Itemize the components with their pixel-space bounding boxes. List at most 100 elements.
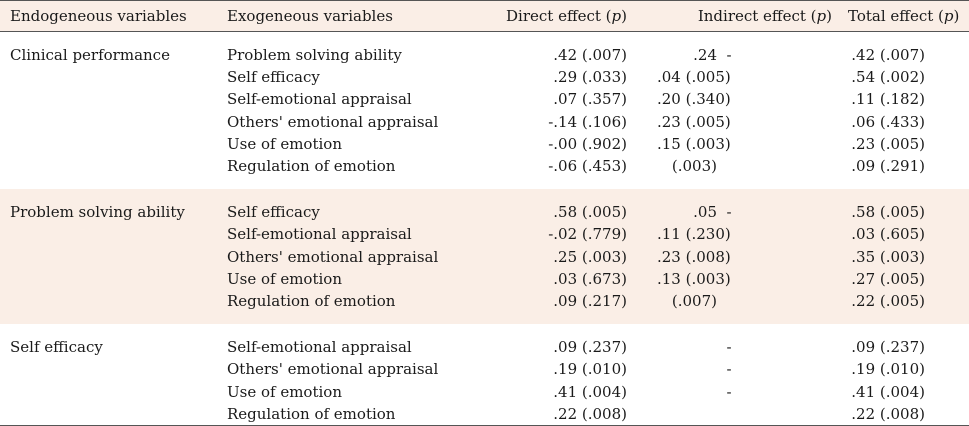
table-row: Self-emotional appraisal .07 (.357) .20 (.…: [0, 88, 969, 110]
indirect-value: .23 (.008): [657, 247, 731, 266]
endogenous-cell-empty: [0, 358, 227, 380]
header-total-effect: Total effect (p): [848, 0, 969, 32]
direct-effect-cell: .19 (.010): [553, 360, 627, 379]
indirect-value: .04 (.005): [657, 68, 731, 87]
indirect-effect-cell: .13 (.003): [657, 268, 848, 290]
total-effect-cell: .19 (.010): [851, 360, 925, 379]
total-effect-cell: .09 (.291): [851, 157, 925, 176]
exogenous-cell: Use of emotion: [227, 134, 342, 153]
indirect-value: (.007): [671, 292, 717, 311]
endogenous-cell: Self efficacy: [10, 338, 103, 357]
total-effect-cell: .22 (.008): [848, 402, 969, 426]
group-spacer: [0, 324, 969, 336]
endogenous-cell-empty: [0, 268, 227, 290]
header-row: Endogeneous variables Exogeneous variabl…: [0, 0, 969, 32]
group-spacer: [0, 312, 969, 325]
direct-effect-cell: .42 (.007): [553, 46, 627, 64]
indirect-value: (.003): [671, 157, 717, 176]
group-spacer: [0, 189, 969, 202]
table-row: Others' emotional appraisal .19 (.010) - .1…: [0, 358, 969, 380]
table-row: Regulation of emotion .09 (.217) (.007) .22…: [0, 290, 969, 313]
indirect-value: .15 (.003): [657, 134, 731, 153]
indirect-dash: -: [726, 46, 732, 64]
group-2: Problem solving ability Self efficacy .58 …: [0, 189, 969, 325]
total-effect-cell: .41 (.004): [851, 382, 925, 401]
exogenous-cell: Problem solving ability: [227, 46, 402, 64]
header-direct-effect: Direct effect (p): [477, 0, 657, 32]
indirect-effect-cell: .04 (.005): [657, 66, 848, 88]
indirect-effect-cell: .15 (.003): [657, 133, 848, 155]
indirect-value: .23 (.005): [657, 112, 731, 131]
exogenous-cell: Self efficacy: [227, 203, 320, 222]
indirect-effect-cell: .23 (.005): [657, 111, 848, 133]
direct-effect-cell: .03 (.673): [553, 269, 627, 288]
total-effect-cell: .58 (.005): [851, 203, 925, 222]
exogenous-cell: Regulation of emotion: [227, 157, 396, 176]
total-effect-cell: .03 (.605): [851, 225, 925, 244]
indirect-dash: -: [726, 382, 732, 401]
indirect-effect-cell: (.003): [657, 155, 848, 177]
group-3: Self efficacy Self-emotional appraisal .09…: [0, 324, 969, 426]
endogenous-cell-empty: [0, 381, 227, 403]
exogenous-cell: Use of emotion: [227, 269, 342, 288]
endogenous-cell-empty: [0, 66, 227, 88]
endogenous-cell-empty: [0, 111, 227, 133]
exogenous-cell: Self-emotional appraisal: [227, 338, 412, 357]
exogenous-cell: Others' emotional appraisal: [227, 247, 439, 266]
endogenous-cell: Problem solving ability: [10, 203, 185, 222]
direct-effect-cell: .07 (.357): [553, 90, 627, 109]
direct-effect-cell: -.06 (.453): [548, 157, 627, 176]
total-effect-cell: .23 (.005): [851, 134, 925, 153]
total-effect-cell: .42 (.007): [851, 46, 925, 64]
direct-effect-cell: .58 (.005): [553, 203, 627, 222]
indirect-effect-cell: -: [657, 381, 848, 403]
total-effect-cell: .54 (.002): [851, 68, 925, 87]
indirect-effect-cell: .23 (.008): [657, 246, 848, 268]
endogenous-cell-empty: [0, 155, 227, 177]
table-row: Use of emotion .03 (.673) .13 (.003) .27 (.…: [0, 267, 969, 291]
direct-effect-cell: .29 (.033): [553, 68, 627, 87]
group-spacer: [0, 177, 969, 189]
indirect-effect-cell: -: [657, 358, 848, 380]
exogenous-cell: Self-emotional appraisal: [227, 90, 412, 109]
indirect-value: .11 (.230): [657, 225, 731, 244]
total-effect-cell: .06 (.433): [851, 112, 925, 131]
table-row: Clinical performance Problem solving abil…: [0, 44, 969, 66]
header-endogenous: Endogeneous variables: [0, 0, 227, 32]
table-row: Self-emotional appraisal -.02 (.779) .11 (…: [0, 223, 969, 246]
endogenous-cell: Clinical performance: [10, 46, 170, 64]
table-row: Use of emotion .41 (.004) - .41 (.004): [0, 381, 969, 403]
indirect-dash: -: [726, 338, 732, 357]
indirect-effect-cell: [657, 402, 848, 426]
direct-effect-cell: -.14 (.106): [548, 112, 627, 131]
indirect-effect-cell: .11 (.230): [657, 223, 848, 245]
table-row: Use of emotion -.00 (.902) .15 (.003) .23 (…: [0, 133, 969, 155]
indirect-effect-cell: .05-: [657, 201, 848, 223]
indirect-effect-cell: -: [657, 336, 848, 358]
indirect-dash: -: [726, 360, 732, 379]
direct-effect-cell: .22 (.008): [477, 402, 657, 426]
group-spacer: [0, 32, 969, 45]
endogenous-cell-empty: [0, 246, 227, 268]
header-indirect-effect: Indirect effect (p): [657, 0, 848, 32]
endogenous-cell-empty: [0, 290, 227, 312]
total-effect-cell: .22 (.005): [851, 292, 925, 311]
exogenous-cell: Use of emotion: [227, 382, 342, 401]
table-row: Self efficacy .29 (.033) .04 (.005) .54 (.0…: [0, 66, 969, 88]
total-effect-cell: .35 (.003): [851, 247, 925, 266]
direct-effect-cell: .09 (.217): [553, 292, 627, 311]
total-effect-cell: .11 (.182): [851, 90, 925, 109]
exogenous-cell: Others' emotional appraisal: [227, 112, 439, 131]
indirect-dash: -: [726, 203, 732, 222]
direct-effect-cell: -.02 (.779): [548, 225, 627, 244]
table-row: Problem solving ability Self efficacy .58 …: [0, 201, 969, 224]
exogenous-cell: Others' emotional appraisal: [227, 360, 439, 379]
endogenous-cell-empty: [0, 88, 227, 110]
indirect-effect-cell: .20 (.340): [657, 88, 848, 110]
indirect-value: .20 (.340): [657, 90, 731, 109]
endogenous-cell-empty: [0, 133, 227, 155]
direct-effect-cell: .25 (.003): [553, 247, 627, 266]
exogenous-cell: Regulation of emotion: [227, 402, 477, 426]
